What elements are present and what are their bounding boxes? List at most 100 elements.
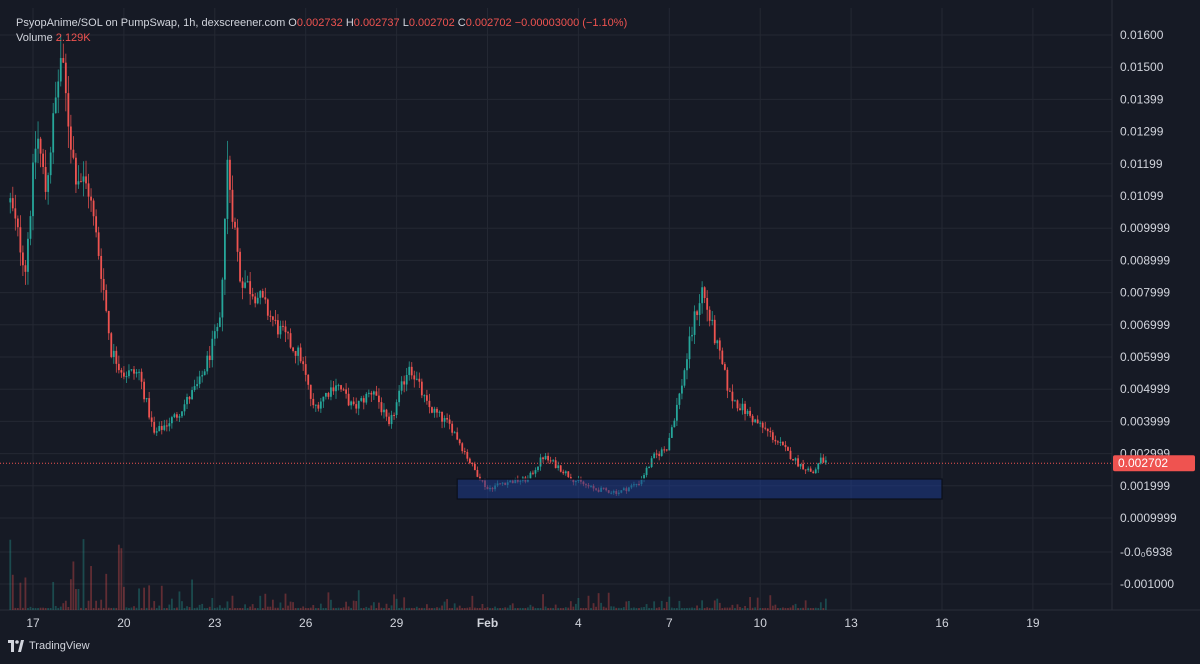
volume-bar [57, 607, 60, 610]
volume-bar [686, 607, 688, 610]
volume-bar [153, 601, 156, 610]
volume-bar [643, 607, 645, 610]
candle-body [673, 420, 676, 428]
volume-bar [335, 607, 337, 610]
volume-bar [809, 607, 812, 610]
candle-body [787, 447, 789, 451]
volume-bar [347, 606, 350, 610]
candle-body [453, 432, 456, 434]
volume-bar [532, 606, 534, 610]
volume-bar [774, 604, 777, 610]
volume-bar [337, 607, 340, 610]
volume-bar [764, 607, 767, 610]
candle-body [817, 463, 820, 470]
volume-bar [824, 598, 827, 610]
volume-bar [294, 607, 297, 610]
candle-body [410, 366, 413, 376]
volume-bar [491, 607, 494, 610]
volume-bar [559, 607, 562, 610]
y-tick-label: 0.01399 [1120, 92, 1164, 106]
candle-body [183, 404, 186, 412]
volume-bar [542, 594, 544, 610]
volume-bar [635, 607, 638, 610]
volume-bar [658, 607, 661, 610]
tradingview-logo[interactable]: TradingView [8, 640, 90, 652]
volume-bar [734, 608, 736, 610]
candle-body [269, 315, 272, 317]
volume-bar [95, 600, 98, 610]
volume-bar [34, 607, 37, 610]
candle-body [766, 428, 769, 432]
volume-bar [372, 602, 375, 610]
volume-bar [325, 607, 327, 610]
candle-body [360, 398, 363, 401]
volume-bar [691, 607, 693, 610]
y-tick-label: 0.01099 [1120, 189, 1164, 203]
volume-bar [675, 607, 678, 610]
candle-body [312, 398, 315, 406]
volume-bar [264, 593, 267, 610]
close-label: C [457, 17, 466, 29]
volume-bar [62, 603, 65, 610]
volume-bar [615, 607, 618, 610]
volume-bar [201, 603, 204, 610]
volume-bar [617, 607, 620, 610]
volume-bar [254, 607, 257, 610]
candle-body [443, 418, 446, 422]
candle-body [784, 444, 787, 448]
volume-bar [630, 607, 633, 610]
candle-body [150, 417, 153, 422]
candle-body [107, 310, 110, 334]
candle-body [696, 311, 698, 315]
volume-bar [234, 608, 236, 610]
candle-body [342, 389, 345, 391]
volume-bar [701, 600, 704, 610]
volume-bar [160, 585, 163, 610]
candle-body [388, 416, 390, 425]
volume-bar [107, 607, 110, 610]
volume-bar [817, 608, 820, 610]
candle-body [670, 427, 673, 438]
candle-body [135, 372, 138, 374]
volume-bar [19, 582, 22, 610]
volume-bar [319, 603, 322, 610]
volume-bar [224, 607, 226, 610]
volume-bar [138, 588, 140, 610]
y-tick-label: 0.005999 [1120, 350, 1170, 364]
x-tick-label: 26 [299, 616, 313, 630]
candle-body [294, 350, 297, 356]
volume-bar [496, 608, 499, 610]
candle-body [203, 371, 206, 376]
volume-bar [115, 607, 118, 610]
y-tick-label: 0.001999 [1120, 479, 1170, 493]
y-tick-label: 0.008999 [1120, 253, 1170, 267]
candle-body [686, 359, 688, 371]
volume-bar [426, 604, 428, 610]
candle-body [274, 319, 277, 321]
candle-body [277, 320, 279, 335]
volume-bar [771, 605, 774, 610]
volume-bar [756, 597, 759, 610]
volume-bar [479, 607, 481, 610]
volume-bar [605, 607, 608, 610]
volume-bar [193, 607, 196, 610]
volume-bar [380, 607, 383, 610]
volume-bar [150, 607, 153, 610]
volume-bar [231, 595, 234, 610]
x-tick-label: 16 [935, 616, 949, 630]
volume-bar [466, 607, 469, 610]
volume-bar [82, 539, 85, 610]
volume-bar [726, 607, 729, 610]
volume-bar [322, 608, 325, 610]
symbol-title: PsyopAnime/SOL on PumpSwap, 1h, dexscree… [16, 17, 286, 29]
volume-bar [398, 607, 401, 610]
volume-bar [360, 607, 363, 610]
candle-body [39, 138, 42, 154]
volume-bar [75, 589, 77, 610]
volume-bar [342, 607, 345, 610]
candle-body [564, 471, 567, 474]
candle-body [297, 347, 300, 356]
volume-bar [789, 607, 792, 610]
candle-body [69, 126, 72, 150]
